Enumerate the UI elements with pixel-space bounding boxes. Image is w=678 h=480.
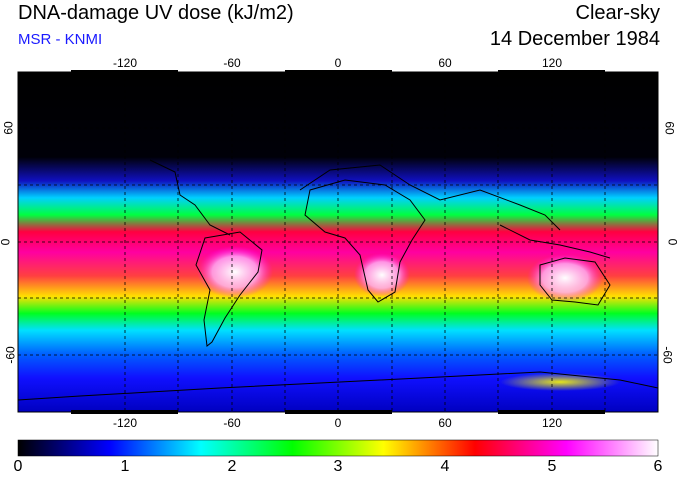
antarctic-yellow-patch: [500, 373, 620, 391]
colorbar-tick-4: 4: [440, 458, 450, 475]
maritime-continent-coast: [499, 224, 611, 259]
colorbar-tick-5: 5: [547, 458, 557, 475]
south-america-coast: [195, 231, 263, 347]
lat-tick-left-2: -60: [3, 346, 18, 364]
colorbar-tick-3: 3: [333, 458, 343, 475]
lat-tick-left-0: 60: [1, 121, 16, 135]
colorbar-tick-2: 2: [227, 458, 237, 475]
colorbar-tick-0: 0: [13, 458, 23, 475]
lat-tick-left-1: 0: [0, 239, 12, 246]
lon-tick-bottom-1: -60: [223, 416, 241, 430]
graticule: [18, 72, 658, 412]
credit-label: MSR - KNMI: [18, 31, 103, 48]
colorbar: [17, 439, 659, 457]
north-america-coast: [149, 159, 231, 236]
lon-tick-bottom-4: 120: [541, 416, 563, 430]
lon-tick-bottom-3: 60: [438, 416, 452, 430]
lon-tick-bottom-0: -120: [112, 416, 138, 430]
sky-condition-label: Clear-sky: [575, 2, 660, 24]
lon-tick-top-4: 120: [541, 56, 563, 70]
lat-tick-right-1: 0: [666, 239, 678, 246]
lon-tick-top-2: 0: [334, 56, 342, 70]
chart-title: DNA-damage UV dose (kJ/m2): [18, 2, 294, 24]
coastlines: [17, 159, 659, 401]
antarctica-coast: [17, 371, 659, 401]
lat-tick-right-2: -60: [660, 346, 675, 364]
lon-tick-top-0: -120: [112, 56, 138, 70]
lon-tick-bottom-2: 0: [334, 416, 342, 430]
lat-tick-right-0: 60: [662, 121, 677, 135]
date-label: 14 December 1984: [489, 28, 660, 50]
lon-tick-top-1: -60: [223, 56, 241, 70]
south-america-hotspot: [197, 246, 273, 298]
europe-asia-coast: [299, 164, 561, 231]
lon-tick-top-3: 60: [438, 56, 452, 70]
colorbar-tick-6: 6: [653, 458, 663, 475]
australia-coast: [539, 257, 611, 306]
colorbar-tick-1: 1: [120, 458, 130, 475]
australia-hotspot: [527, 254, 603, 302]
map-border-ticks: [71, 70, 605, 414]
africa-coast: [304, 179, 426, 303]
